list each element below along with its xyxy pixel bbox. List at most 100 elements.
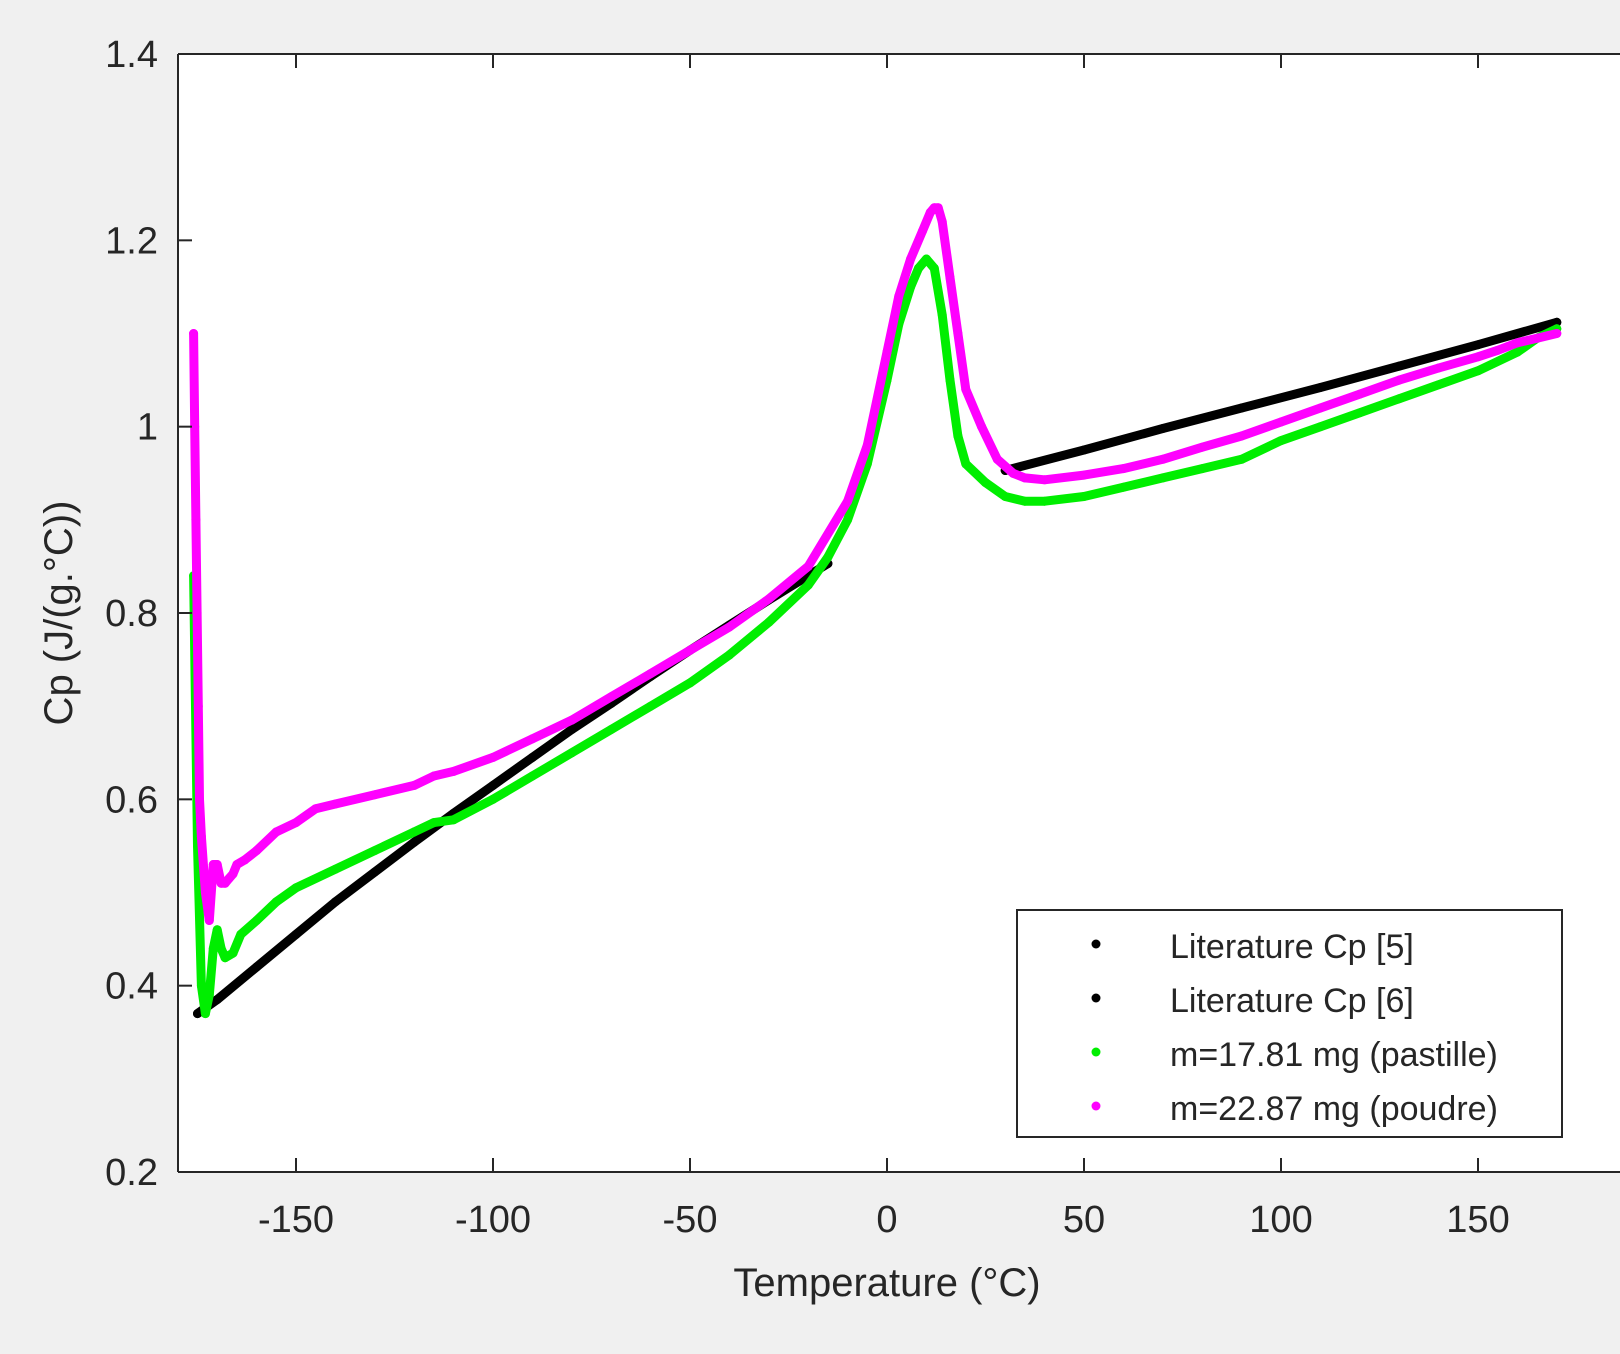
- legend-marker: [1091, 939, 1101, 949]
- data-point: [1355, 389, 1365, 399]
- data-point: [894, 291, 904, 301]
- data-point: [196, 832, 206, 842]
- data-point: [567, 715, 577, 725]
- x-tick-label: 0: [876, 1199, 897, 1241]
- data-point: [977, 422, 987, 432]
- data-point: [1434, 380, 1444, 390]
- axis-labels: Temperature (°C) Cp (J/(g.°C)): [37, 501, 1041, 1305]
- data-point: [449, 766, 459, 776]
- legend-marker: [1091, 1101, 1101, 1111]
- data-point: [1197, 464, 1207, 474]
- y-axis-label: Cp (J/(g.°C)): [37, 501, 81, 726]
- data-point: [1000, 492, 1010, 501]
- data-point: [271, 827, 281, 837]
- data-point: [1315, 383, 1325, 392]
- data-point: [1394, 375, 1404, 385]
- data-point: [1355, 408, 1365, 418]
- data-point: [240, 855, 250, 865]
- data-point: [953, 431, 963, 441]
- data-point: [1493, 345, 1503, 355]
- data-point: [212, 995, 222, 1005]
- data-point: [330, 897, 340, 907]
- series-layer: [189, 203, 1562, 1019]
- data-point: [567, 748, 577, 758]
- legend-entry-label: m=17.81 mg (pastille): [1170, 1036, 1498, 1074]
- data-point: [1473, 352, 1483, 362]
- data-point: [1394, 361, 1404, 371]
- data-point: [823, 552, 833, 562]
- data-point: [220, 953, 230, 963]
- data-point: [527, 771, 537, 781]
- data-point: [1079, 445, 1089, 455]
- data-point: [1020, 473, 1030, 483]
- series-1: [1000, 317, 1562, 475]
- data-point: [191, 515, 201, 525]
- data-point: [1473, 366, 1483, 376]
- x-tick-label: 150: [1446, 1199, 1509, 1241]
- data-point: [1237, 403, 1247, 413]
- data-point: [1158, 473, 1168, 483]
- data-point: [882, 347, 892, 357]
- series-3: [189, 203, 1562, 925]
- data-point: [906, 282, 916, 292]
- data-point: [1276, 436, 1286, 446]
- data-point: [1512, 347, 1522, 357]
- axes: -150 -100 -50 0 50 100 150 0.2 0.4 0.6 0.8 1 1.2 1.4: [105, 34, 1620, 1241]
- data-point: [1079, 470, 1089, 480]
- x-tick-label: -50: [663, 1199, 718, 1241]
- data-point: [937, 217, 947, 227]
- data-point: [921, 254, 931, 264]
- data-point: [409, 837, 419, 847]
- data-point: [200, 1009, 210, 1019]
- data-point: [1434, 363, 1444, 373]
- data-point: [646, 701, 656, 711]
- data-point: [606, 725, 616, 734]
- data-point: [961, 384, 971, 394]
- data-point: [567, 725, 577, 734]
- data-point: [1237, 431, 1247, 441]
- data-point: [1532, 333, 1542, 343]
- y-tick-label: 0.6: [105, 779, 158, 821]
- data-point: [204, 916, 214, 925]
- x-tick-label: 50: [1063, 1199, 1105, 1241]
- data-point: [764, 617, 774, 627]
- data-point: [764, 594, 774, 604]
- data-point: [953, 329, 963, 338]
- data-point: [189, 329, 199, 338]
- data-point: [918, 226, 927, 236]
- legend-marker: [1091, 993, 1101, 1003]
- data-point: [685, 678, 695, 688]
- data-point: [193, 1009, 202, 1019]
- data-point: [236, 929, 246, 939]
- data-point: [212, 860, 222, 869]
- data-point: [1008, 468, 1018, 478]
- x-tick-label: -100: [455, 1199, 531, 1241]
- y-tick-label: 1.2: [105, 220, 158, 262]
- data-point: [1197, 442, 1207, 452]
- data-point: [212, 925, 222, 935]
- legend: Literature Cp [5] Literature Cp [6] m=17.8…: [1016, 909, 1563, 1138]
- data-point: [1040, 475, 1050, 485]
- x-tick-label: -150: [258, 1199, 334, 1241]
- data-point: [843, 496, 853, 506]
- data-point: [1118, 482, 1128, 492]
- data-point: [1020, 496, 1030, 506]
- data-point: [992, 454, 1002, 464]
- data-point: [252, 962, 262, 972]
- data-point: [1079, 492, 1089, 501]
- data-point: [981, 478, 990, 488]
- legend-box: [1016, 909, 1563, 1138]
- data-point: [606, 692, 616, 702]
- data-point: [646, 669, 656, 679]
- data-point: [370, 867, 380, 877]
- series-line-1: [1000, 317, 1562, 475]
- data-point: [1315, 403, 1325, 413]
- data-point: [200, 888, 210, 897]
- data-point: [945, 273, 955, 283]
- data-point: [803, 561, 813, 571]
- data-point: [527, 752, 537, 762]
- data-point: [1552, 329, 1562, 338]
- data-point: [291, 883, 301, 893]
- data-point: [843, 515, 853, 525]
